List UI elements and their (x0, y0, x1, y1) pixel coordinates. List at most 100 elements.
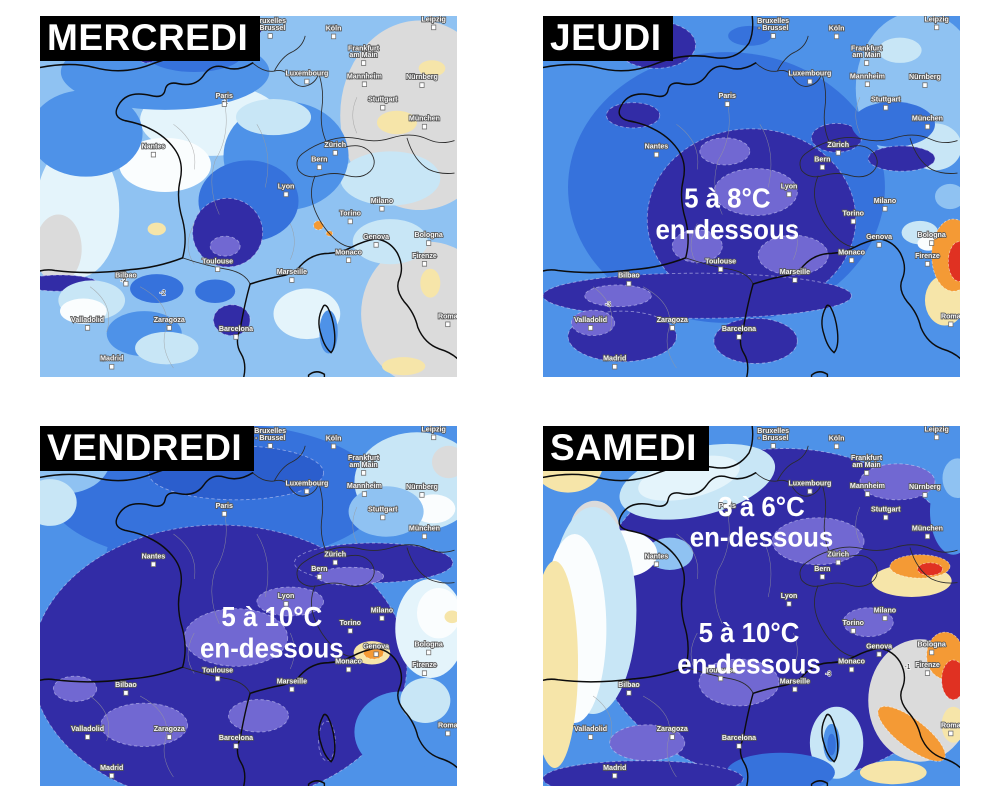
city-marker (316, 574, 322, 580)
city-label: - Brussel (758, 23, 788, 32)
coastline (543, 257, 687, 274)
anomaly-blob-purple (671, 229, 723, 263)
city-label: Marseille (277, 267, 307, 276)
country-border (814, 175, 855, 248)
city-marker (150, 561, 156, 567)
country-border (311, 175, 352, 248)
anomaly-blob-purple (699, 137, 751, 166)
region-border (211, 506, 227, 625)
city-label: Firenze (915, 251, 940, 260)
city-marker (924, 533, 931, 540)
city-label: München (912, 113, 944, 122)
city-label: Barcelona (219, 733, 254, 742)
city-marker (669, 325, 675, 331)
city-marker (849, 257, 855, 263)
anomaly-blob-purple (584, 284, 652, 308)
anomaly-blob-blue1 (934, 183, 960, 210)
city-marker (850, 218, 856, 225)
city-label: Barcelona (219, 324, 254, 333)
region-border (676, 124, 699, 170)
city-marker (864, 60, 870, 66)
city-marker (331, 443, 337, 450)
city-label: Monaco (838, 247, 865, 256)
city-label: Milano (371, 605, 394, 614)
city-label: Firenze (412, 660, 437, 669)
anomaly-blob-gray (431, 445, 457, 479)
country-border (828, 544, 958, 553)
city-label: Marseille (780, 267, 810, 276)
coastline (618, 472, 757, 668)
city-label: Genova (363, 232, 390, 241)
coastline (307, 780, 326, 786)
region-border (714, 506, 730, 625)
coastline (618, 62, 757, 259)
city-marker (289, 686, 295, 693)
anomaly-blob-orange (313, 220, 324, 231)
anomaly-annotation: 5 à 10°C (699, 617, 800, 648)
city-label: Bern (814, 154, 831, 163)
anomaly-blob-white (416, 588, 457, 639)
city-marker (653, 151, 659, 158)
coastline (40, 666, 184, 683)
city-label: Stuttgart (368, 504, 398, 513)
city-label: Nürnberg (406, 482, 438, 491)
map-panel-jeudi: -3 Leipzig Bruxelles - Brussel Köln Frankfurt… (543, 16, 960, 377)
city-label: Lyon (781, 181, 798, 190)
region-border (256, 124, 269, 188)
city-label: Bruxelles (757, 16, 789, 25)
city-label: Genova (866, 641, 893, 650)
city-marker (289, 277, 295, 283)
anomaly-blob-yellow (859, 760, 927, 785)
city-label: Frankfurt (348, 453, 380, 462)
city-marker (587, 734, 594, 740)
anomaly-blob-indigo (543, 272, 852, 319)
region-border (173, 533, 196, 580)
anomaly-blob-white (119, 137, 211, 192)
city-label: Bruxelles (254, 426, 286, 435)
city-marker (626, 690, 632, 696)
city-label: Köln (326, 433, 342, 442)
contour-value-label: -2 (160, 290, 166, 297)
city-marker (267, 443, 273, 449)
region-border (89, 695, 110, 742)
city-marker (346, 666, 352, 673)
anomaly-annotation: en-dessous (656, 214, 800, 245)
city-marker (929, 649, 935, 656)
anomaly-blob-yellow (444, 610, 457, 624)
anomaly-blob-blue3 (728, 25, 772, 46)
city-label: Bologna (414, 639, 443, 648)
country-border (909, 137, 958, 174)
city-marker (834, 33, 840, 40)
city-marker (736, 334, 742, 340)
anomaly-blob-purple (570, 309, 616, 336)
anomaly-blob-indigo (192, 197, 264, 268)
city-label: Leipzig (924, 16, 949, 23)
region-border (855, 97, 861, 134)
city-marker (361, 81, 367, 87)
country-border (325, 134, 455, 144)
city-label: Stuttgart (871, 94, 901, 103)
anomaly-blob-cyan1 (40, 479, 77, 526)
country-border (182, 666, 251, 694)
city-marker (445, 730, 451, 737)
region-border (256, 533, 269, 598)
country-border (776, 445, 809, 482)
anomaly-blob-red (941, 659, 960, 700)
city-label: Bilbao (618, 680, 640, 689)
country-border (273, 35, 306, 72)
country-border (685, 666, 754, 694)
city-label: Marseille (277, 676, 307, 685)
coastline (810, 780, 829, 786)
anomaly-blob-blue3 (726, 752, 835, 786)
coastline (752, 647, 960, 769)
anomaly-blob-blue3 (827, 733, 836, 756)
city-marker (267, 33, 273, 39)
city-marker (233, 334, 239, 340)
city-label: München (409, 113, 441, 122)
city-label: Stuttgart (871, 504, 901, 513)
city-label: Leipzig (421, 426, 445, 433)
region-border (352, 97, 358, 134)
country-border (814, 585, 855, 657)
city-label: Zürich (827, 549, 849, 558)
anomaly-blob-blue1 (942, 458, 960, 498)
